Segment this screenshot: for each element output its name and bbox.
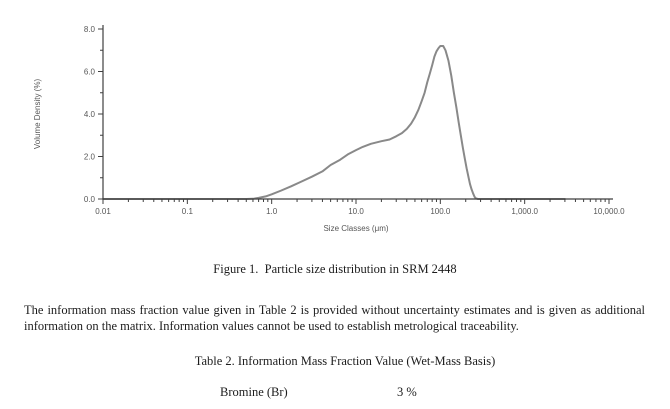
svg-text:10.0: 10.0 [348, 207, 364, 216]
svg-text:0.0: 0.0 [84, 195, 96, 204]
svg-text:8.0: 8.0 [84, 25, 96, 34]
analyte-value: 3 % [397, 385, 417, 399]
svg-text:Size Classes (μm): Size Classes (μm) [323, 224, 388, 233]
svg-text:10,000.0: 10,000.0 [593, 207, 625, 216]
svg-text:1.0: 1.0 [266, 207, 278, 216]
analyte-name: Bromine (Br) [220, 385, 288, 399]
information-value-paragraph: The information mass fraction value give… [24, 303, 645, 333]
figure-1-chart: 0.0 2.0 4.0 6.0 8.0 0.01 0.1 1.0 10.0 100.0 1,000.… [33, 25, 625, 233]
svg-text:0.1: 0.1 [182, 207, 194, 216]
svg-text:0.01: 0.01 [95, 207, 111, 216]
svg-text:1,000.0: 1,000.0 [511, 207, 538, 216]
table-2-title: Table 2. Information Mass Fraction Value… [194, 354, 496, 368]
svg-text:2.0: 2.0 [84, 153, 96, 162]
svg-text:Volume Density (%): Volume Density (%) [33, 79, 42, 150]
figure-caption: Figure 1. Particle size distribution in … [213, 262, 457, 276]
svg-text:100.0: 100.0 [430, 207, 451, 216]
particle-size-distribution-plot: 0.0 2.0 4.0 6.0 8.0 0.01 0.1 1.0 10.0 100.0 1,000.… [33, 25, 625, 233]
svg-text:6.0: 6.0 [84, 68, 96, 77]
svg-text:4.0: 4.0 [84, 110, 96, 119]
